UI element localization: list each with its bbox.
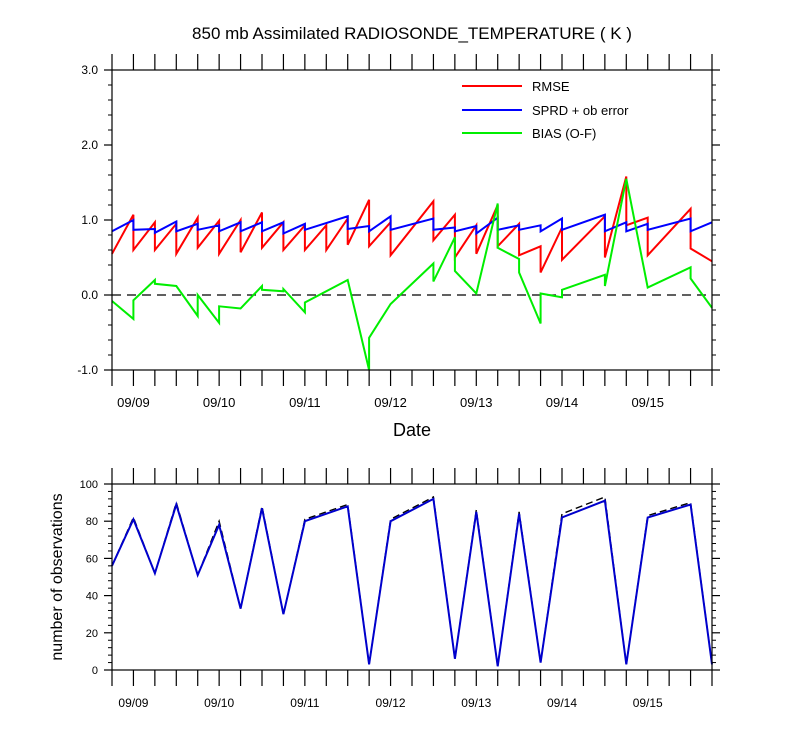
y-tick-label: 0.0 — [81, 288, 98, 302]
series-line-assimilated — [111, 497, 713, 667]
x-tick-label: 09/14 — [547, 696, 577, 710]
series-line-sprd-ob-error — [111, 213, 713, 236]
x-tick-label: 09/11 — [290, 696, 319, 710]
y-tick-label: 40 — [86, 591, 98, 603]
y-tick-label: 2.0 — [81, 138, 98, 152]
x-tick-label: 09/15 — [633, 696, 663, 710]
chart-title: 850 mb Assimilated RADIOSONDE_TEMPERATUR… — [192, 24, 632, 43]
y-tick-label: 60 — [86, 553, 98, 565]
x-tick-label: 09/12 — [376, 696, 406, 710]
top-panel: 850 mb Assimilated RADIOSONDE_TEMPERATUR… — [77, 24, 720, 440]
y-axis-label-observations: number of observations — [49, 493, 66, 660]
x-tick-label: 09/13 — [461, 696, 491, 710]
x-axis-label: Date — [393, 420, 431, 440]
x-tick-label: 09/15 — [631, 395, 664, 410]
series-line-rmse — [111, 176, 713, 273]
x-tick-label: 09/11 — [289, 395, 321, 410]
y-tick-label: 100 — [80, 479, 98, 491]
x-tick-label: 09/10 — [204, 696, 234, 710]
y-tick-label: 3.0 — [81, 63, 98, 77]
x-tick-label: 09/12 — [374, 395, 407, 410]
bottom-panel: 0 20 40 60 80 100 09/09 09/10 09/11 09/12 09/13 09/… — [49, 468, 720, 710]
legend: RMSE SPRD + ob error BIAS (O-F) — [462, 79, 629, 141]
x-tick-label: 09/14 — [546, 395, 579, 410]
x-tick-label: 09/09 — [117, 395, 150, 410]
y-tick-label: 0 — [92, 665, 98, 677]
y-tick-label: 20 — [86, 628, 98, 640]
bottom-plot-frame — [111, 483, 713, 671]
y-tick-label: 80 — [86, 516, 98, 528]
x-tick-label: 09/09 — [118, 696, 148, 710]
legend-label-sprd: SPRD + ob error — [532, 103, 629, 118]
legend-label-rmse: RMSE — [532, 79, 570, 94]
series-line-bias-o-f — [111, 178, 713, 371]
y-tick-label: -1.0 — [77, 363, 98, 377]
y-tick-label: 1.0 — [81, 213, 98, 227]
x-tick-label: 09/13 — [460, 395, 493, 410]
series-line-possible — [111, 495, 713, 667]
legend-label-bias: BIAS (O-F) — [532, 126, 596, 141]
x-tick-label: 09/10 — [203, 395, 236, 410]
